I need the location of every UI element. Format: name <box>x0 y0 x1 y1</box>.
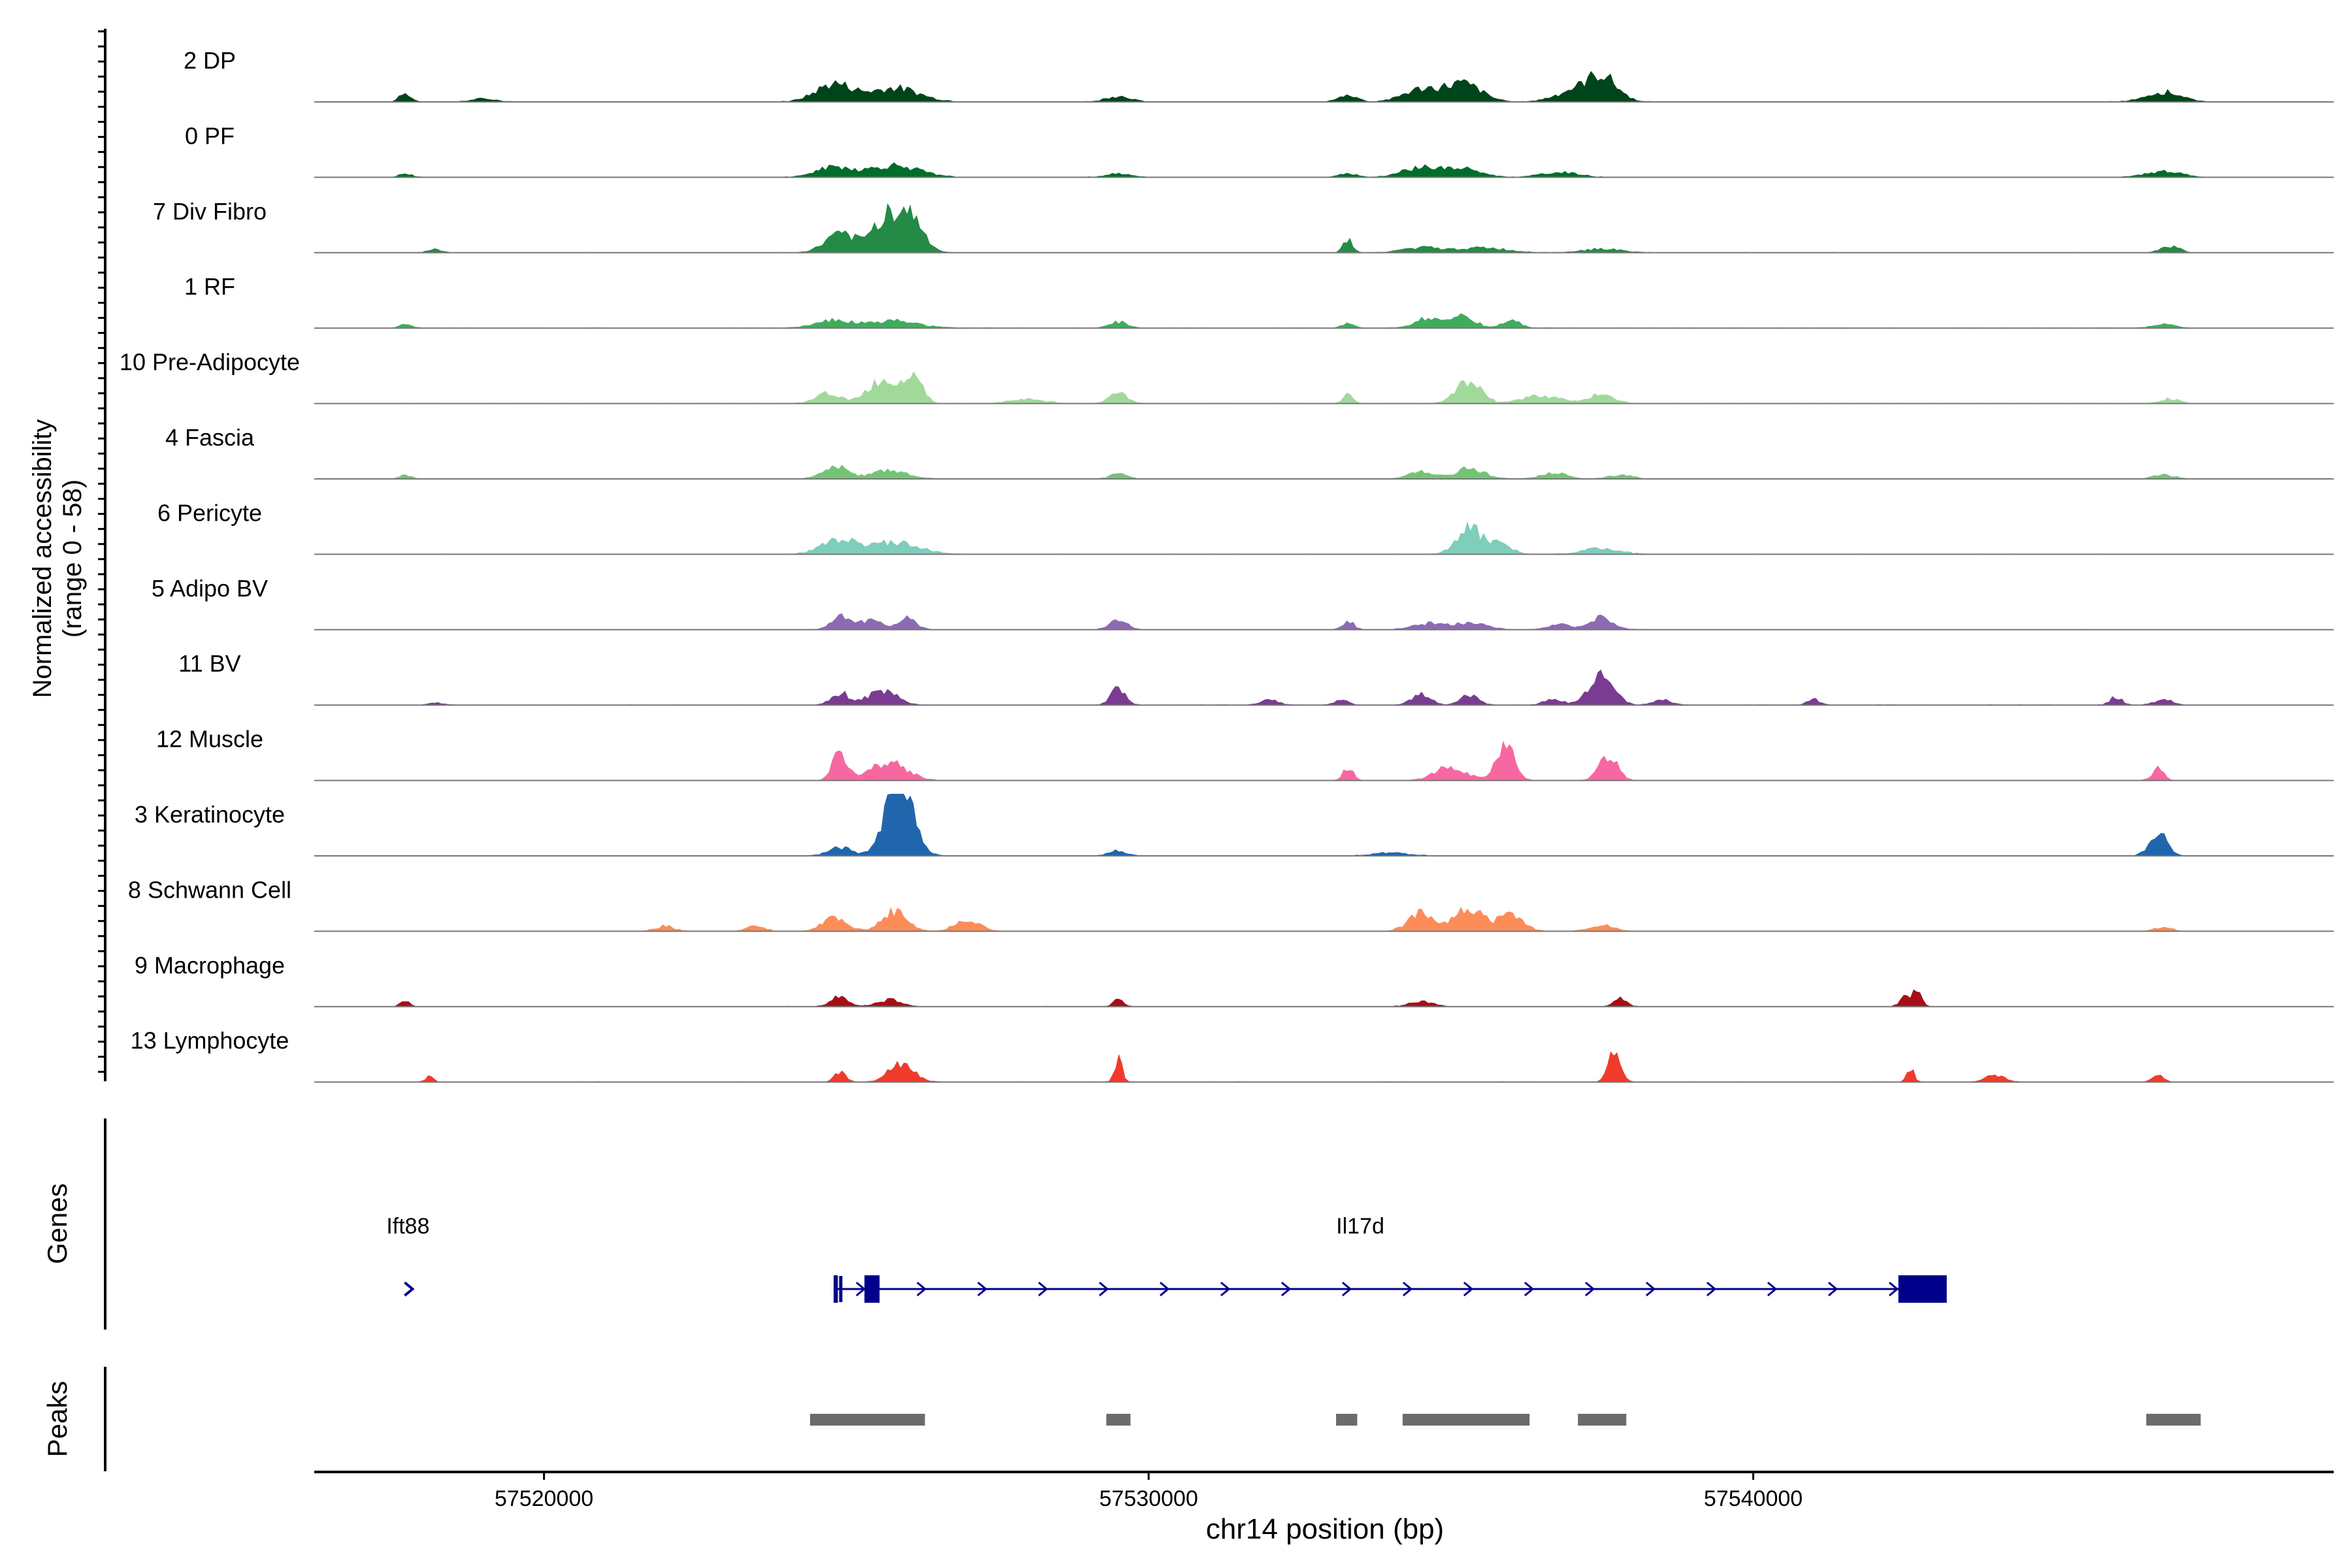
peak-region <box>1402 1414 1530 1426</box>
track-7: 6 Pericyte <box>157 499 2334 555</box>
track-3: 7 Div Fibro <box>153 198 2334 253</box>
track-label: 10 Pre-Adipocyte <box>120 349 300 376</box>
strand-arrow <box>1463 1281 1474 1297</box>
genes-panel: Genes Ift88 Il17d <box>42 1119 1947 1330</box>
strand-arrow <box>1220 1281 1231 1297</box>
y-axis-label-line1: Normalized accessibility <box>28 419 57 698</box>
x-axis-title: chr14 position (bp) <box>1206 1513 1444 1545</box>
coverage-area <box>314 203 2334 253</box>
peak-region <box>1578 1414 1627 1426</box>
strand-arrow <box>1281 1281 1292 1297</box>
coverage-area <box>314 71 2334 102</box>
x-tick-label: 57520000 <box>495 1486 593 1511</box>
track-label: 8 Schwann Cell <box>128 876 291 903</box>
strand-arrow <box>1706 1281 1717 1297</box>
exon-block <box>833 1275 838 1303</box>
genes-axis-label: Genes <box>42 1183 73 1264</box>
strand-arrow <box>1159 1281 1170 1297</box>
track-label: 2 DP <box>184 47 236 74</box>
track-6: 4 Fascia <box>165 424 2334 480</box>
track-5: 10 Pre-Adipocyte <box>120 349 2334 404</box>
strand-arrow <box>855 1281 866 1297</box>
coverage-area <box>314 465 2334 479</box>
track-label: 12 Muscle <box>156 726 263 753</box>
track-1: 2 DP <box>184 47 2334 103</box>
track-label: 5 Adipo BV <box>152 575 268 602</box>
coverage-area <box>314 371 2334 404</box>
track-11: 3 Keratinocyte <box>135 794 2334 857</box>
strand-arrow <box>1098 1281 1109 1297</box>
coverage-area <box>314 989 2334 1007</box>
exon-block <box>864 1275 880 1303</box>
track-2: 0 PF <box>185 122 2334 178</box>
track-label: 4 Fascia <box>165 424 255 451</box>
coverage-area <box>314 313 2334 329</box>
coverage-area <box>314 162 2334 178</box>
track-label: 1 RF <box>184 273 235 300</box>
x-tick-label: 57540000 <box>1704 1486 1803 1511</box>
strand-arrow <box>1827 1281 1838 1297</box>
x-tick-label: 57530000 <box>1099 1486 1198 1511</box>
coverage-area <box>314 794 2334 856</box>
track-label: 6 Pericyte <box>157 499 262 526</box>
peak-region <box>1106 1414 1131 1426</box>
track-label: 13 Lymphocyte <box>131 1027 289 1054</box>
track-4: 1 RF <box>184 273 2334 329</box>
track-label: 3 Keratinocyte <box>135 801 285 828</box>
exon-block <box>1898 1275 1947 1303</box>
coverage-area <box>314 740 2334 781</box>
track-9: 11 BV <box>178 650 2334 706</box>
strand-arrow <box>977 1281 988 1297</box>
strand-arrow <box>1341 1281 1352 1297</box>
track-label: 7 Div Fibro <box>153 198 267 225</box>
gene-models: Ift88 Il17d <box>386 1214 1947 1303</box>
y-axis-label-line2: (range 0 - 58) <box>58 480 87 638</box>
coverage-area <box>314 906 2334 932</box>
peaks-panel: Peaks <box>42 1367 2201 1471</box>
strand-arrow <box>404 1281 415 1297</box>
strand-arrow <box>1402 1281 1413 1297</box>
strand-arrow <box>1888 1281 1899 1297</box>
strand-arrow <box>1524 1281 1535 1297</box>
gene-il17d: Il17d <box>833 1214 1947 1303</box>
track-label: 0 PF <box>185 122 235 149</box>
strand-arrow <box>1767 1281 1778 1297</box>
peak-region <box>809 1414 925 1426</box>
coverage-area <box>314 1051 2334 1083</box>
x-axis-ticks: 57520000 57530000 57540000 <box>495 1472 1803 1511</box>
track-12: 8 Schwann Cell <box>128 876 2334 932</box>
x-axis: 57520000 57530000 57540000 chr14 position … <box>314 1471 2334 1545</box>
peaks-axis-label: Peaks <box>42 1381 73 1458</box>
gene-label: Ift88 <box>386 1214 429 1239</box>
track-14: 13 Lymphocyte <box>131 1027 2334 1083</box>
track-10: 12 Muscle <box>156 726 2334 781</box>
coverage-area <box>314 521 2334 555</box>
strand-arrow <box>1645 1281 1656 1297</box>
track-label: 11 BV <box>178 650 240 677</box>
peak-regions <box>809 1414 2201 1426</box>
gene-label: Il17d <box>1336 1214 1384 1239</box>
gene-ift88: Ift88 <box>386 1214 430 1297</box>
accessibility-y-axis: Normalized accessibility (range 0 - 58) <box>28 29 106 1081</box>
strand-arrow <box>1037 1281 1049 1297</box>
track-label: 9 Macrophage <box>135 952 285 979</box>
track-13: 9 Macrophage <box>135 952 2334 1007</box>
coverage-tracks: 2 DP 0 PF 7 Div Fibro 1 RF 10 Pre-Adipocyte 4… <box>120 47 2334 1083</box>
strand-arrow <box>1584 1281 1595 1297</box>
track-8: 5 Adipo BV <box>152 575 2334 630</box>
peak-region <box>1336 1414 1358 1426</box>
peak-region <box>2146 1414 2201 1426</box>
strand-arrow <box>916 1281 927 1297</box>
coverage-area <box>314 613 2334 630</box>
y-axis-ticks <box>98 30 105 1073</box>
coverage-area <box>314 669 2334 706</box>
